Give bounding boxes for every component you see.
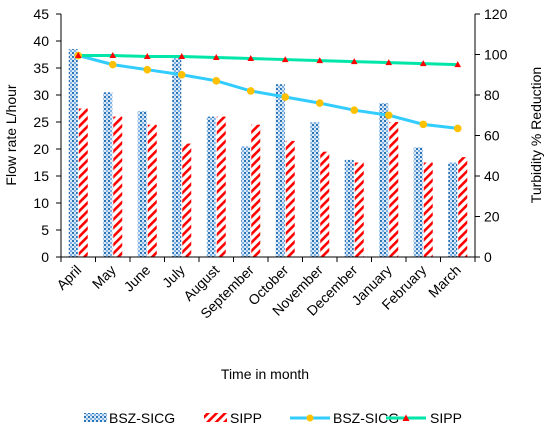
left-tick-label: 0: [41, 249, 49, 265]
left-tick-label: 30: [33, 87, 49, 103]
marker-sipp-june: [143, 53, 151, 60]
left-tick-group: 0 5 10 15 20 25 30 35 40 45: [33, 6, 61, 265]
bar-bsz-sicg-march: [448, 162, 458, 257]
marker-bsz-sicg-december: [350, 106, 359, 114]
marker-sipp-november: [316, 57, 324, 64]
bar-sipp-october: [285, 140, 295, 257]
bar-group: [68, 49, 468, 258]
marker-bsz-sicg-june: [143, 65, 152, 74]
legend-label-sipp-bar: SIPP: [230, 410, 262, 426]
bar-sipp-january: [389, 122, 399, 257]
marker-sipp-january: [385, 59, 393, 66]
right-tick-label: 80: [484, 87, 500, 103]
marker-bsz-sicg-may: [108, 60, 117, 69]
right-tick-group: 0 20 40 60 80 100 120: [475, 6, 508, 265]
bar-bsz-sicg-november: [310, 122, 320, 257]
marker-sipp-october: [281, 56, 289, 63]
x-tick-label-may: May: [89, 262, 119, 292]
left-tick-label: 20: [33, 141, 49, 157]
bar-bsz-sicg-may: [103, 92, 113, 257]
marker-bsz-sicg-january: [384, 111, 393, 120]
left-tick-label: 40: [33, 33, 49, 49]
bar-sipp-july: [182, 143, 192, 257]
bar-sipp-june: [147, 124, 157, 257]
marker-sipp-may: [109, 52, 117, 59]
bar-bsz-sicg-september: [241, 146, 251, 257]
marker-sipp-february: [419, 60, 427, 67]
x-axis-title: Time in month: [221, 366, 309, 382]
right-tick-label: 60: [484, 128, 500, 144]
x-tick-group: April May June JulyAugustSeptemberOctoberNo…: [53, 257, 476, 322]
bar-sipp-december: [354, 162, 364, 257]
bar-sipp-march: [458, 157, 468, 257]
right-tick-label: 100: [484, 47, 508, 63]
right-tick-label: 120: [484, 6, 508, 22]
bar-sipp-april: [78, 108, 88, 257]
left-tick-label: 35: [33, 60, 49, 76]
bar-bsz-sicg-december: [344, 159, 354, 257]
bar-bsz-sicg-august: [206, 116, 216, 257]
legend-label-bsz-line: BSZ-SICG: [333, 410, 399, 426]
right-tick-label: 40: [484, 168, 500, 184]
right-tick-label: 0: [484, 249, 492, 265]
marker-bsz-sicg-october: [281, 93, 290, 101]
bar-bsz-sicg-april: [68, 49, 78, 257]
bar-bsz-sicg-june: [137, 111, 147, 257]
bar-sipp-november: [320, 151, 330, 257]
legend-swatch-sipp-bar: [204, 413, 227, 422]
x-tick-label-march: March: [425, 262, 464, 301]
marker-sipp-august: [212, 54, 220, 61]
marker-sipp-july: [178, 53, 186, 60]
marker-sipp-december: [350, 58, 358, 65]
line-group: [74, 51, 462, 133]
legend-swatch-bsz-bar: [84, 413, 107, 422]
marker-sipp-march: [454, 61, 462, 68]
bar-sipp-september: [251, 124, 261, 257]
legend-label-bsz-bar: BSZ-SICG: [109, 410, 175, 426]
legend-label-sipp-line: SIPP: [430, 410, 462, 426]
bar-sipp-august: [216, 116, 226, 257]
marker-sipp-april: [74, 52, 82, 59]
bar-sipp-may: [113, 116, 123, 257]
line-bsz-sicg: [77, 54, 458, 130]
line-sipp: [78, 54, 458, 67]
left-tick-label: 10: [33, 195, 49, 211]
marker-bsz-sicg-september: [246, 87, 255, 95]
marker-bsz-sicg-february: [419, 120, 428, 129]
bar-bsz-sicg-february: [413, 147, 423, 257]
right-tick-label: 20: [484, 209, 500, 225]
bar-sipp-february: [423, 162, 433, 257]
legend: BSZ-SICG SIPP BSZ-SICG SIPP: [84, 410, 462, 426]
marker-bsz-sicg-november: [315, 99, 324, 107]
left-tick-label: 25: [33, 114, 49, 130]
x-tick-label-july: July: [159, 262, 188, 291]
right-axis-title: Turbidity % Reduction: [528, 67, 544, 203]
marker-sipp-september: [247, 55, 255, 62]
legend-marker-sipp-line: [402, 414, 410, 421]
bar-bsz-sicg-july: [172, 57, 182, 258]
x-tick-label-june: June: [121, 262, 154, 295]
legend-marker-bsz-line: [306, 414, 314, 422]
marker-bsz-sicg-march: [453, 124, 462, 133]
bar-bsz-sicg-october: [275, 84, 285, 257]
left-axis-title: Flow rate L/hour: [3, 84, 19, 185]
marker-bsz-sicg-july: [177, 70, 186, 79]
left-tick-label: 15: [33, 168, 49, 184]
marker-bsz-sicg-august: [212, 77, 221, 85]
left-tick-label: 5: [41, 222, 49, 238]
left-tick-label: 45: [33, 6, 49, 22]
bar-bsz-sicg-january: [379, 103, 389, 257]
x-tick-label-april: April: [53, 262, 84, 293]
